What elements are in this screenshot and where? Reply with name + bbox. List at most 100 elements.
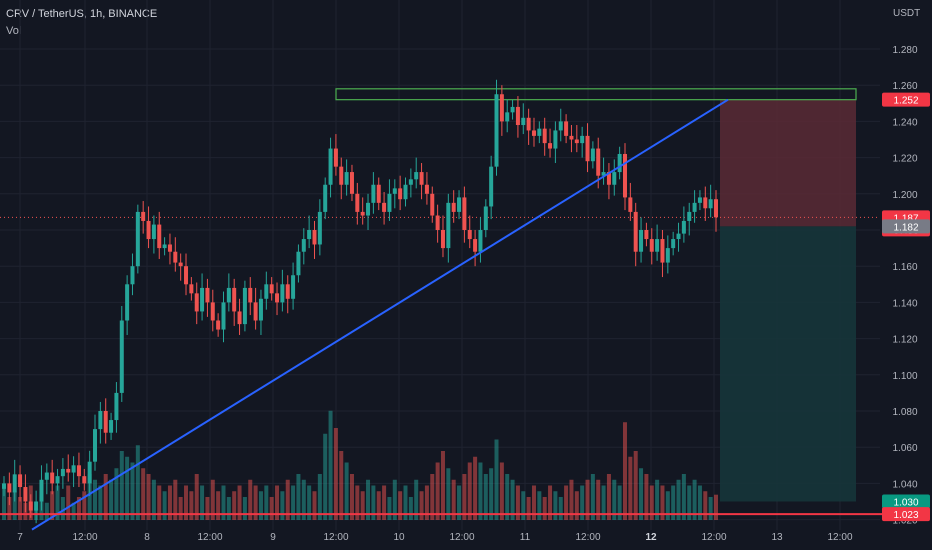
candle-body [457, 197, 462, 212]
candle-body [451, 202, 456, 212]
ascending-trendline [31, 98, 729, 531]
candle-body [489, 166, 494, 207]
volume-bar [633, 451, 638, 520]
candle-body [44, 472, 49, 480]
candle-body [216, 320, 221, 330]
volume-bar [103, 474, 108, 520]
y-tick-label: 1.040 [892, 479, 917, 490]
volume-bar [526, 497, 531, 520]
volume-bar [226, 497, 231, 520]
volume-bar [205, 497, 210, 520]
volume-bar [141, 468, 146, 520]
volume-bar [382, 485, 387, 520]
candle-body [622, 153, 627, 198]
candle-body [248, 287, 253, 303]
candle-body [548, 143, 553, 149]
candle-body [574, 139, 579, 144]
volume-bar [366, 479, 371, 520]
candle-body [18, 474, 23, 488]
candle-body [473, 239, 478, 252]
volume-bar [697, 485, 702, 520]
candle-body [226, 287, 231, 303]
x-tick-label: 13 [771, 532, 783, 543]
candle-body [242, 287, 247, 325]
volume-bar [671, 485, 676, 520]
candle-body [612, 172, 617, 185]
volume-bar [596, 479, 601, 520]
candle-body [355, 193, 360, 212]
candle-body [317, 211, 322, 245]
volume-bar [542, 497, 547, 520]
candle-body [408, 179, 413, 185]
volume-bar [328, 410, 333, 520]
candle-body [312, 230, 317, 245]
y-tick-label: 1.240 [892, 117, 917, 128]
currency-label: USDT [893, 8, 921, 19]
candle-body [681, 220, 686, 234]
y-tick-label: 1.140 [892, 298, 917, 309]
volume-bar [655, 479, 660, 520]
volume-bar [687, 485, 692, 520]
candle-body [531, 130, 536, 136]
candle-body [178, 262, 183, 267]
candle-body [371, 184, 376, 203]
volume-bar [649, 485, 654, 520]
volume-bar [489, 468, 494, 520]
candle-body [50, 472, 55, 484]
candle-body [708, 199, 713, 209]
y-tick-label: 1.200 [892, 190, 917, 201]
volume-bar [521, 491, 526, 520]
volume-indicator-label: Vol [6, 25, 22, 37]
volume-bar [135, 445, 140, 520]
candle-body [697, 197, 702, 203]
volume-bar [184, 485, 189, 520]
x-tick-label: 12:00 [827, 532, 852, 543]
volume-bar [18, 497, 23, 520]
volume-bar [221, 485, 226, 520]
volume-bar [167, 485, 172, 520]
candle-body [633, 211, 638, 252]
candle-body [553, 130, 558, 149]
volume-bar [392, 479, 397, 520]
volume-bar [232, 491, 237, 520]
price-tag-target [882, 494, 930, 509]
volume-bar [473, 456, 478, 520]
candle-body [34, 501, 39, 511]
candle-body [392, 188, 397, 194]
candle-body [467, 230, 472, 240]
volume-bar [109, 479, 114, 520]
volume-bar [301, 479, 306, 520]
candle-body [569, 135, 574, 140]
candle-body [440, 230, 445, 249]
time-axis: 7 12:00 8 12:00 9 12:00 10 12:00 11 12:00 12 12:00 1… [17, 532, 853, 543]
volume-bar [601, 485, 606, 520]
candle-body [349, 172, 354, 194]
candles [2, 79, 718, 524]
volume-bar [339, 451, 344, 520]
candle-body [344, 172, 349, 185]
volume-bar [531, 485, 536, 520]
volume-bar [483, 474, 488, 520]
y-tick-label: 1.280 [892, 45, 917, 56]
candle-body [639, 230, 644, 252]
candle-body [109, 420, 114, 433]
candle-body [307, 230, 312, 240]
volume-bar [665, 491, 670, 520]
price-tag-text-stop: 1.252 [893, 96, 918, 107]
candle-body [628, 197, 633, 212]
volume-bar [2, 485, 6, 520]
volume-bar [7, 497, 12, 520]
volume-bar [275, 485, 280, 520]
volume-bar [446, 468, 451, 520]
candle-body [237, 311, 242, 325]
volume-bar [617, 485, 622, 520]
candle-body [585, 135, 590, 162]
volume-bar [82, 491, 87, 520]
candle-body [376, 184, 381, 203]
volume-bar [564, 485, 569, 520]
candle-body [601, 172, 606, 176]
candle-body [12, 474, 17, 493]
x-tick-label: 12:00 [701, 532, 726, 543]
